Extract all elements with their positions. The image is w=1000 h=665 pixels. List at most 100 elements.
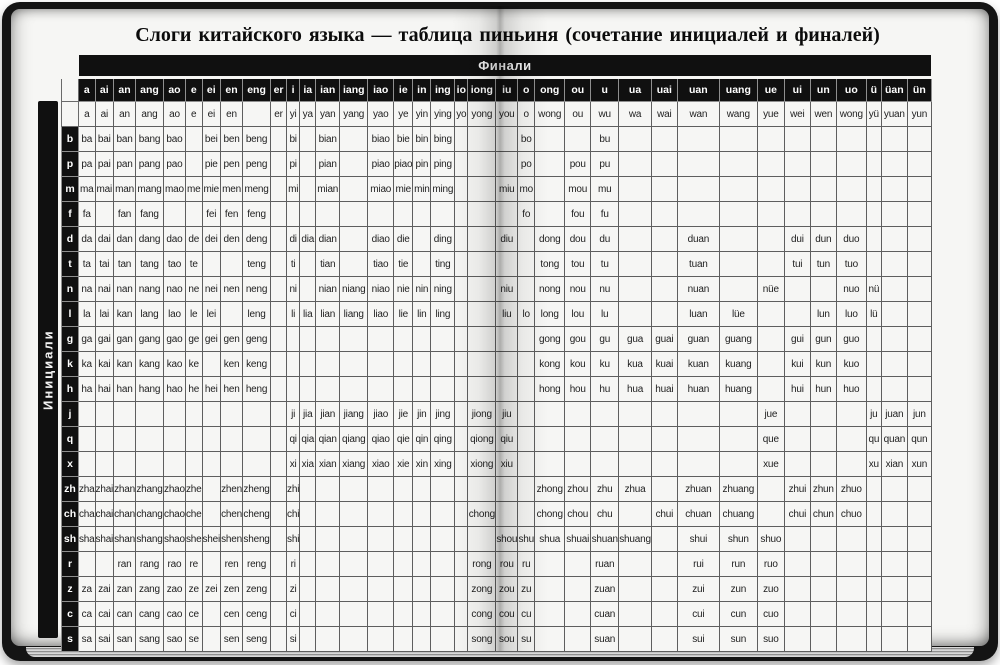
syllable-cell <box>809 176 837 202</box>
syllable-cell: pen <box>220 151 244 177</box>
syllable-cell <box>454 276 469 302</box>
syllable-cell: fei <box>201 201 222 227</box>
syllable-cell <box>495 151 519 177</box>
syllable-cell: te <box>184 251 203 277</box>
syllable-cell: mo <box>517 176 536 202</box>
syllable-cell <box>367 601 395 627</box>
syllable-cell: dao <box>162 226 186 252</box>
syllable-cell <box>809 401 837 427</box>
syllable-cell: cheng <box>242 501 272 527</box>
syllable-cell: lie <box>393 301 414 327</box>
syllable-cell: ling <box>430 301 456 327</box>
syllable-cell: pie <box>201 151 222 177</box>
syllable-cell: jiao <box>367 401 395 427</box>
syllable-cell: cang <box>134 601 164 627</box>
syllable-cell: gen <box>220 326 244 352</box>
final-column-header: uang <box>718 77 758 102</box>
syllable-cell: sou <box>495 626 519 652</box>
syllable-cell <box>286 201 301 227</box>
syllable-cell: ga <box>78 326 96 352</box>
initial-row-header: z <box>61 576 79 602</box>
syllable-cell <box>865 576 882 602</box>
initial-row-header: s <box>61 626 79 652</box>
syllable-cell <box>315 576 341 602</box>
syllable-cell <box>865 551 882 577</box>
syllable-cell: teng <box>242 251 272 277</box>
syllable-cell: wen <box>809 101 837 127</box>
final-column-header: un <box>809 77 837 102</box>
initial-row-header: x <box>61 451 79 477</box>
final-column-header: ou <box>564 77 592 102</box>
syllable-cell <box>783 276 811 302</box>
initials-side-band: Инициали <box>38 101 58 638</box>
syllable-cell <box>756 176 785 202</box>
syllable-cell: liu <box>495 301 519 327</box>
syllable-cell: rong <box>467 551 497 577</box>
syllable-cell: ban <box>113 126 136 152</box>
initial-row-header: b <box>61 126 79 152</box>
syllable-cell <box>270 451 288 477</box>
syllable-cell: ying <box>430 101 456 127</box>
syllable-cell: bi <box>286 126 301 152</box>
syllable-cell: sen <box>220 626 244 652</box>
syllable-cell <box>756 201 785 227</box>
syllable-cell <box>94 551 115 577</box>
syllable-cell <box>650 451 678 477</box>
syllable-cell: ken <box>220 351 244 377</box>
syllable-cell <box>94 401 115 427</box>
syllable-cell: zhuan <box>676 476 720 502</box>
syllable-cell <box>880 251 908 277</box>
syllable-cell: liao <box>367 301 395 327</box>
syllable-cell <box>783 151 811 177</box>
syllable-cell: dun <box>809 226 837 252</box>
syllable-cell: yo <box>454 101 469 127</box>
syllable-cell <box>880 176 908 202</box>
syllable-cell: juan <box>880 401 908 427</box>
syllable-cell: huai <box>650 376 678 402</box>
syllable-cell <box>756 151 785 177</box>
syllable-cell <box>467 301 497 327</box>
syllable-cell <box>906 351 932 377</box>
page-stack-edge <box>26 647 974 657</box>
syllable-cell: jia <box>299 401 317 427</box>
syllable-cell: pai <box>94 151 115 177</box>
syllable-cell <box>517 376 536 402</box>
initial-row-header: k <box>61 351 79 377</box>
table-row: f fa fan fang fei fen feng fo fou fu <box>61 201 932 227</box>
table-row: r ran rang rao re ren reng ri rong rou ru ruan rui ru… <box>61 551 932 577</box>
syllable-cell: chuang <box>718 501 758 527</box>
syllable-cell: cuan <box>590 601 620 627</box>
syllable-cell <box>564 601 592 627</box>
final-column-header: an <box>113 77 136 102</box>
syllable-cell: xian <box>880 451 908 477</box>
syllable-cell: bing <box>430 126 456 152</box>
table-row: h ha hai han hang hao he hei hen heng hong hou hu hua… <box>61 376 932 402</box>
syllable-cell <box>315 501 341 527</box>
syllable-cell <box>270 551 288 577</box>
syllable-cell: ri <box>286 551 301 577</box>
final-column-header: ao <box>162 77 186 102</box>
syllable-cell: tou <box>564 251 592 277</box>
syllable-cell: niang <box>339 276 369 302</box>
syllable-cell: bei <box>201 126 222 152</box>
final-column-header: ia <box>299 77 317 102</box>
syllable-cell <box>718 126 758 152</box>
syllable-cell <box>467 151 497 177</box>
syllable-cell <box>270 351 288 377</box>
syllable-cell <box>880 526 908 552</box>
syllable-cell: shua <box>534 526 566 552</box>
table-row: b ba bai ban bang bao bei ben beng bi bian biao bie b… <box>61 126 932 152</box>
syllable-cell <box>534 451 566 477</box>
syllable-cell: la <box>78 301 96 327</box>
syllable-cell: chi <box>286 501 301 527</box>
syllable-cell <box>618 451 652 477</box>
syllable-cell <box>201 551 222 577</box>
syllable-cell <box>564 551 592 577</box>
syllable-cell: zhun <box>809 476 837 502</box>
syllable-cell: kuang <box>718 351 758 377</box>
syllable-cell: o <box>517 101 536 127</box>
syllable-cell <box>783 426 811 452</box>
syllable-cell <box>906 126 932 152</box>
syllable-cell <box>880 551 908 577</box>
syllable-cell <box>454 301 469 327</box>
